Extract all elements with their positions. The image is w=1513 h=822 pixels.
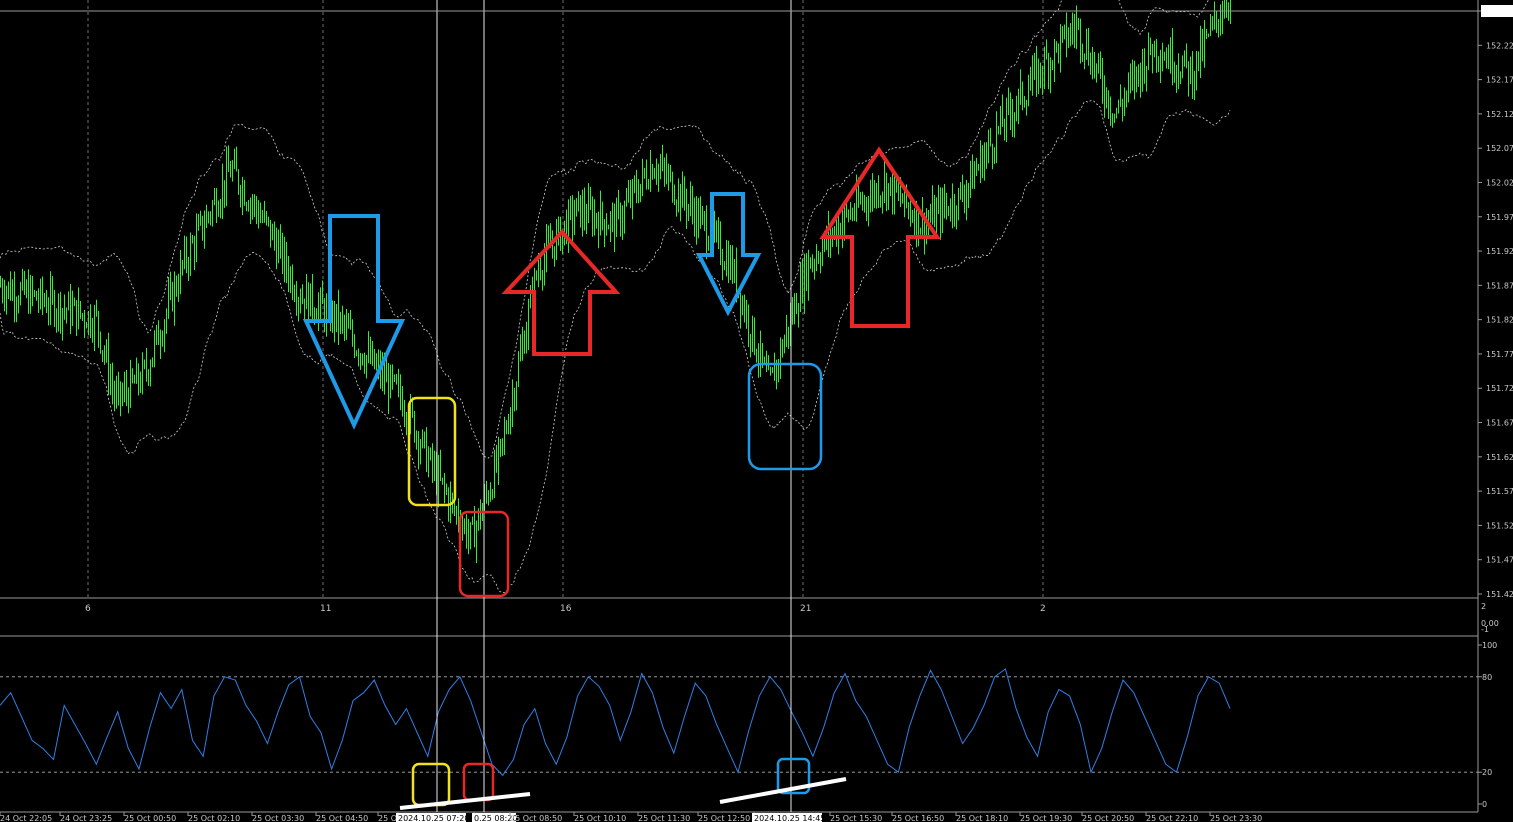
time-label: 25 Oct 16:50 [892, 814, 944, 822]
price-candles [0, 0, 1231, 564]
current-price-marker [1481, 5, 1513, 17]
price-tick-label: 151.97 [1486, 213, 1513, 222]
time-label: 25 Oct 12:50 [698, 814, 750, 822]
price-tick-label: 151.52 [1486, 521, 1513, 530]
main-panel-date-labels: 6 11 16 21 2 [85, 604, 1046, 614]
trendline-2[interactable] [719, 777, 847, 804]
price-tick-label: 151.87 [1486, 281, 1513, 290]
time-label: 25 Oct 04:50 [316, 814, 368, 822]
mid-panel-label: 2 [1481, 602, 1486, 611]
time-label: 25 Oct 03:30 [252, 814, 304, 822]
time-label: 25 Oct 20:50 [1082, 814, 1134, 822]
date-label: 2 [1040, 604, 1046, 614]
time-label: 25 Oct 02:10 [188, 814, 240, 822]
price-tick-label: 151.82 [1486, 316, 1513, 325]
stochastic-oscillator [0, 668, 1478, 777]
band-upper [0, 0, 1209, 459]
cursor-time-box [396, 813, 466, 822]
price-tick-label: 152.07 [1486, 144, 1513, 153]
time-label: 25 Oct 10:10 [574, 814, 626, 822]
down-arrow-blue-2[interactable] [695, 192, 762, 317]
mid-panel-label: 0.00 [1481, 619, 1499, 628]
date-label: 16 [560, 604, 572, 614]
trendline-1[interactable] [399, 792, 531, 810]
time-label: 25 Oct 19:30 [1020, 814, 1072, 822]
bollinger-bands [0, 0, 1231, 594]
time-label: 24 Oct 23:25 [60, 814, 112, 822]
date-label: 21 [800, 604, 811, 614]
band-lower [0, 99, 1231, 594]
price-tick-label: 152.22 [1486, 41, 1513, 50]
up-arrow-red-2[interactable] [819, 146, 941, 328]
date-label: 6 [85, 604, 91, 614]
price-tick-label: 151.62 [1486, 453, 1513, 462]
time-label: 25 Oct 23:30 [1210, 814, 1262, 822]
time-label: 24 Oct 22:05 [0, 814, 52, 822]
price-tick-label: 151.47 [1486, 556, 1513, 565]
time-label: 25 Oct 22:10 [1146, 814, 1198, 822]
time-label: 25 Oct 08:50 [510, 814, 562, 822]
cursor-time-label: 2024.10.25 14:45 [754, 814, 825, 822]
price-tick-label: 152.02 [1486, 178, 1513, 187]
mid-panel-label: -1 [1481, 625, 1489, 634]
price-tick-label: 151.77 [1486, 350, 1513, 359]
time-label: 25 Oct 00:50 [124, 814, 176, 822]
time-label: 25 Oct 18:10 [956, 814, 1008, 822]
time-axis: 24 Oct 22:05 24 Oct 23:25 25 Oct 00:50 25 O… [0, 812, 1262, 822]
osc-tick-label: 20 [1482, 768, 1492, 777]
cursor-time-box [752, 813, 822, 822]
price-tick-label: 151.92 [1486, 247, 1513, 256]
oscillator-axis: 100 80 20 0 [1478, 641, 1497, 809]
time-label: 25 Oct 11:30 [638, 814, 690, 822]
date-label: 11 [320, 604, 331, 614]
cursor-time-box [472, 813, 516, 822]
price-tick-label: 151.57 [1486, 487, 1513, 496]
time-label: 25 Oct 15:30 [830, 814, 882, 822]
osc-tick-label: 80 [1482, 673, 1492, 682]
osc-tick-label: 100 [1482, 641, 1497, 650]
osc-box-red[interactable] [462, 762, 495, 802]
grid-lines [87, 0, 1044, 598]
stochastic-line [0, 668, 1231, 777]
cursor-time-label: 2024.10.25 07:20 [398, 814, 469, 822]
down-arrow-blue[interactable] [302, 214, 406, 430]
price-tick-label: 152.12 [1486, 110, 1513, 119]
box-blue[interactable] [747, 362, 823, 471]
osc-tick-label: 0 [1482, 800, 1487, 809]
osc-box-blue[interactable] [776, 757, 811, 795]
price-axis: 152.27152.22152.17152.12152.07152.02151.… [1478, 5, 1513, 599]
price-tick-label: 152.17 [1486, 76, 1513, 85]
price-tick-label: 151.72 [1486, 384, 1513, 393]
middle-indicator-panel: 2 0.00-1 [1481, 602, 1499, 634]
cursor-time-label: 0.25 08:20 [474, 814, 517, 822]
price-tick-label: 151.42 [1486, 590, 1513, 599]
time-label: 25 Oct [378, 814, 405, 822]
osc-box-yellow[interactable] [411, 762, 451, 807]
price-tick-label: 151.67 [1486, 419, 1513, 428]
up-arrow-red[interactable] [501, 229, 621, 356]
box-yellow[interactable] [407, 396, 457, 507]
box-red[interactable] [458, 510, 510, 598]
